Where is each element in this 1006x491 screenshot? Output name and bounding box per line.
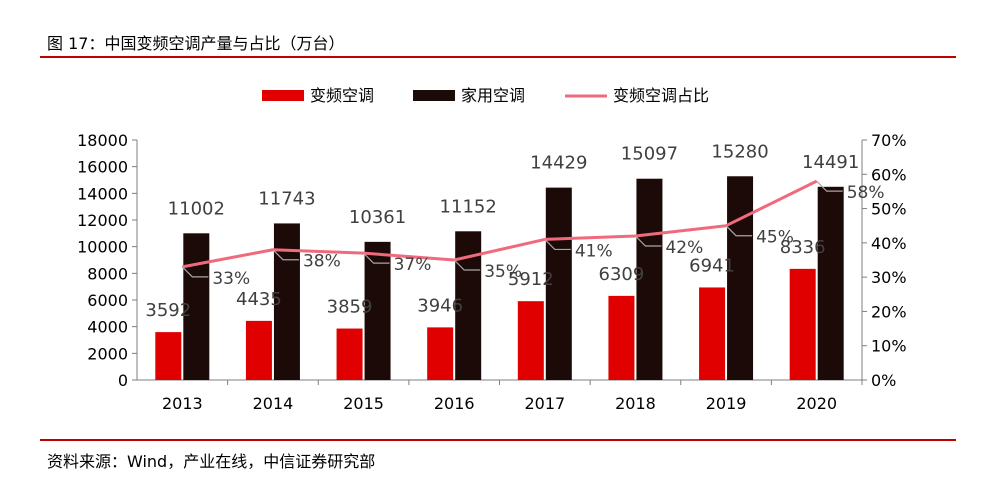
share-value-label: 45% (756, 228, 794, 248)
bar-value-label-household: 14429 (530, 153, 587, 174)
bar-inverter (517, 301, 544, 380)
share-value-label: 58% (847, 183, 885, 203)
x-tick-label: 2018 (615, 394, 656, 413)
left-tick-label: 16000 (77, 158, 128, 177)
bar-household (817, 186, 844, 380)
left-tick-label: 10000 (77, 238, 128, 257)
figure-caption: 图 17：中国变频空调产量与占比（万台） (47, 34, 345, 53)
right-tick-label: 60% (871, 165, 907, 184)
share-label-leader (363, 252, 390, 264)
right-tick-label: 70% (871, 131, 907, 150)
share-label-leader (453, 259, 481, 271)
bar-value-label-household: 15280 (711, 141, 768, 162)
bar-value-label-inverter: 6309 (599, 264, 645, 285)
share-value-label: 33% (212, 269, 250, 289)
caption-rule (40, 56, 956, 58)
source-note: 资料来源：Wind，产业在线，中信证券研究部 (47, 452, 376, 471)
bar-inverter (427, 327, 454, 380)
bar-value-label-inverter: 4435 (236, 289, 282, 310)
bar-value-label-inverter: 8336 (780, 237, 826, 258)
left-tick-label: 0 (118, 371, 128, 390)
bar-value-label-inverter: 5912 (508, 269, 554, 290)
data-labels: 3592 11002 4435 11743 3859 10361 3946 11152 5912… (145, 141, 884, 321)
legend-label: 变频空调 (310, 86, 374, 105)
bar-inverter (699, 287, 726, 380)
x-tick-label: 2015 (343, 394, 384, 413)
legend: 变频空调 家用空调 变频空调占比 (262, 86, 709, 105)
x-tick-label: 2019 (706, 394, 747, 413)
share-value-label: 41% (575, 241, 613, 261)
left-tick-label: 12000 (77, 211, 128, 230)
bar-inverter (336, 328, 363, 380)
share-label-leader (272, 249, 299, 261)
legend-label: 变频空调占比 (613, 86, 709, 105)
share-label-leader (544, 239, 571, 251)
bar-household (364, 241, 391, 380)
bar-inverter (608, 295, 635, 380)
x-tick-label: 2017 (524, 394, 565, 413)
share-label-leader (816, 180, 843, 192)
x-tick-label: 2016 (434, 394, 475, 413)
share-label-leader (725, 225, 753, 237)
bar-inverter (245, 320, 272, 380)
source-rule (40, 439, 956, 441)
share-line (182, 179, 818, 269)
right-tick-label: 50% (871, 200, 907, 219)
axes: 0 2000 4000 6000 8000 10000 12000 14000 16000 180… (77, 131, 906, 413)
left-tick-label: 4000 (87, 318, 128, 337)
bar-household (727, 176, 754, 380)
left-tick-label: 14000 (77, 184, 128, 203)
share-value-label: 38% (303, 252, 341, 272)
share-label-leader (181, 266, 209, 278)
left-tick-label: 6000 (87, 291, 128, 310)
legend-label: 家用空调 (461, 86, 525, 105)
bar-household (545, 187, 572, 380)
share-label-leader (635, 235, 662, 247)
bar-inverter (155, 332, 182, 380)
bar-value-label-inverter: 3946 (417, 295, 463, 316)
right-tick-label: 30% (871, 268, 907, 287)
bar-value-label-household: 15097 (621, 144, 678, 165)
legend-swatch (262, 90, 304, 101)
right-tick-label: 40% (871, 234, 907, 253)
right-tick-label: 0% (871, 371, 896, 390)
bar-household (183, 233, 210, 380)
bar-value-label-household: 11152 (440, 196, 497, 217)
bar-value-label-household: 10361 (349, 207, 406, 228)
right-tick-label: 10% (871, 337, 907, 356)
bar-value-label-inverter: 3859 (327, 297, 373, 318)
x-tick-label: 2014 (253, 394, 294, 413)
left-tick-label: 18000 (77, 131, 128, 150)
share-value-label: 35% (484, 262, 522, 282)
bar-household (636, 178, 663, 380)
bar-value-label-inverter: 3592 (145, 300, 191, 321)
share-value-label: 37% (394, 255, 432, 275)
bar-inverter (789, 268, 816, 380)
share-value-label: 42% (665, 238, 703, 258)
left-tick-label: 2000 (87, 344, 128, 363)
bar-value-label-household: 14491 (802, 152, 859, 173)
right-tick-label: 20% (871, 302, 907, 321)
bar-value-label-inverter: 6941 (689, 255, 735, 276)
bar-value-label-household: 11743 (258, 188, 315, 209)
bar-value-label-household: 11002 (168, 198, 225, 219)
legend-swatch (413, 90, 455, 101)
share-line-path (182, 179, 818, 269)
left-tick-label: 8000 (87, 264, 128, 283)
chart-svg: 变频空调 家用空调 变频空调占比 0 2000 4000 6000 8000 10000 120… (77, 86, 906, 413)
x-tick-label: 2020 (796, 394, 837, 413)
x-tick-label: 2013 (162, 394, 203, 413)
